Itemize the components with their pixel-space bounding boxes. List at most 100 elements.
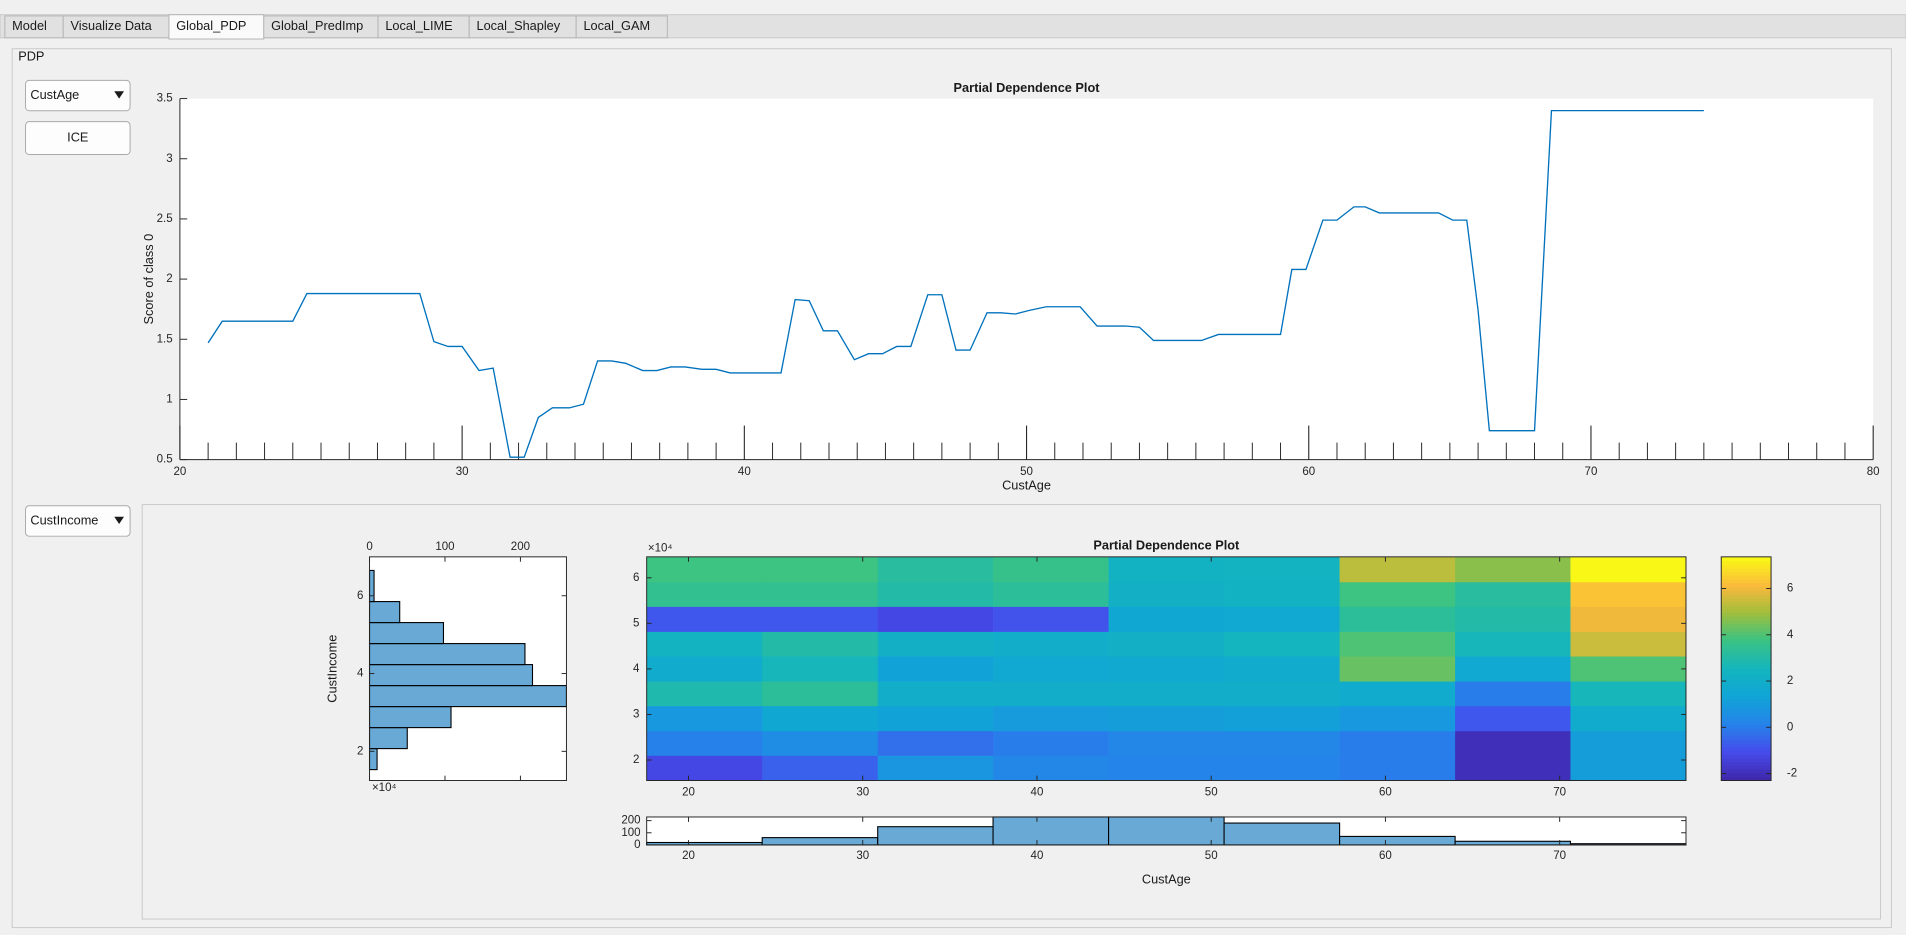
feature-dropdown[interactable]	[25, 505, 131, 537]
tab-label: Local_Shapley	[477, 18, 561, 33]
colorbar-strip	[1721, 720, 1772, 726]
tab-label: Global_PredImp	[271, 18, 363, 33]
y-tick-label: 0	[634, 839, 640, 851]
heatmap-cell	[993, 631, 1109, 657]
colorbar-strip	[1721, 568, 1772, 573]
y-tick-label: 5	[633, 617, 639, 629]
colorbar-strip	[1721, 579, 1772, 584]
axes-box	[646, 816, 1687, 846]
y-tick-label: 1	[166, 393, 172, 405]
histogram-bar	[992, 816, 1110, 846]
y-tick-label: 3	[166, 153, 172, 165]
colorbar-tick-label: 6	[1787, 583, 1793, 595]
histogram-bar	[368, 685, 567, 708]
y-tick-label: 6	[633, 572, 639, 584]
heatmap-cell	[993, 606, 1109, 632]
heatmap-cell	[877, 705, 994, 732]
colorbar-strip	[1721, 564, 1772, 569]
heatmap-cell	[646, 631, 763, 657]
heatmap-cell	[762, 606, 879, 632]
heatmap-cell	[1455, 606, 1571, 632]
feature-dropdown[interactable]	[25, 79, 131, 112]
y-tick-label: 3.5	[157, 93, 173, 105]
x-tick-label: 40	[1031, 850, 1044, 862]
heatmap-cell	[1339, 631, 1456, 657]
x-tick-label: 30	[856, 787, 869, 799]
colorbar-strip	[1721, 661, 1772, 666]
heatmap-cell	[1570, 556, 1687, 583]
colorbar-strip	[1721, 735, 1772, 740]
heatmap-cell	[646, 705, 763, 732]
heatmap-cell	[1455, 755, 1571, 781]
heatmap-cell	[1108, 631, 1225, 657]
x-tick-label: 30	[856, 850, 869, 862]
x-axis-label: CustAge	[1002, 478, 1051, 493]
colorbar-strip	[1721, 765, 1772, 770]
colorbar-strip	[1721, 683, 1772, 688]
tab-label: Local_GAM	[583, 18, 650, 33]
heatmap-cell	[762, 656, 879, 682]
heatmap-cell	[993, 705, 1109, 732]
x-tick-label: 70	[1553, 787, 1566, 799]
colorbar-strip	[1721, 724, 1772, 729]
heatmap-cell	[646, 656, 763, 682]
heatmap-cell	[1339, 606, 1456, 632]
histogram-bar	[368, 643, 526, 666]
heatmap-cell	[993, 581, 1109, 607]
y-tick-label: 2.5	[157, 213, 173, 225]
heatmap-cell	[1455, 631, 1571, 657]
heatmap-cell	[1224, 681, 1340, 707]
plot-area	[179, 98, 1874, 460]
histogram-bar	[368, 664, 534, 687]
heatmap-cell	[877, 656, 994, 682]
dropdown-value: CustAge	[30, 87, 79, 102]
heatmap-cell	[993, 681, 1109, 707]
colorbar-strip	[1721, 664, 1772, 670]
heatmap-cell	[646, 606, 763, 632]
ice-button[interactable]	[25, 121, 131, 155]
colorbar-strip	[1721, 616, 1772, 621]
x-tick-label: 60	[1379, 787, 1392, 799]
colorbar-strip	[1721, 586, 1772, 591]
histogram-bar	[368, 569, 375, 603]
y-tick-label: 2	[633, 754, 639, 766]
x-tick-label: 50	[1020, 466, 1033, 478]
histogram-bar	[1454, 840, 1572, 846]
colorbar-strip	[1721, 575, 1772, 580]
heatmap-cell	[1455, 556, 1571, 583]
colorbar-strip	[1721, 776, 1772, 781]
heatmap-cell	[1570, 730, 1687, 756]
axis-exponent: ×10⁴	[648, 542, 673, 554]
colorbar-strip	[1721, 705, 1772, 711]
x-tick-label: 30	[456, 466, 469, 478]
heatmap-cell	[993, 730, 1109, 756]
heatmap-cell	[762, 730, 879, 756]
tab[interactable]	[575, 15, 668, 39]
x-tick-label: 200	[511, 541, 530, 553]
chart-title: Partial Dependence Plot	[1093, 537, 1240, 552]
heatmap-cell	[993, 556, 1109, 583]
histogram-bar	[761, 837, 879, 846]
colorbar-strip	[1721, 560, 1772, 565]
heatmap-cell	[762, 681, 879, 707]
x-axis-label: CustAge	[1142, 872, 1191, 887]
x-tick-label: 20	[682, 850, 695, 862]
colorbar-strip	[1721, 773, 1772, 778]
heatmap-cell	[1570, 581, 1687, 607]
colorbar-strip	[1721, 623, 1772, 629]
heatmap-cell	[877, 631, 994, 657]
heatmap-cell	[762, 581, 879, 607]
tab[interactable]	[168, 14, 265, 40]
x-tick-label: 70	[1585, 466, 1598, 478]
heatmap-cell	[1570, 631, 1687, 657]
heatmap-cell	[1224, 606, 1340, 632]
colorbar-tick-label: -2	[1787, 768, 1797, 780]
heatmap-cell	[1224, 730, 1340, 756]
x-tick-label: 50	[1205, 850, 1218, 862]
heatmap-cell	[1339, 681, 1456, 707]
heatmap-cell	[877, 606, 994, 632]
heatmap-cell	[1570, 606, 1687, 632]
colorbar-strip	[1721, 650, 1772, 655]
